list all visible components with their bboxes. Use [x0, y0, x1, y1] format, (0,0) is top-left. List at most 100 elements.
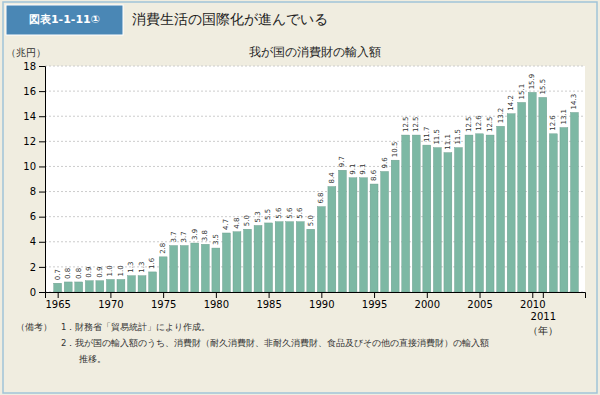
data-label: 1.3 — [127, 262, 135, 273]
bar — [296, 222, 304, 292]
tick-label: 10 — [23, 161, 36, 172]
tick-mark — [269, 292, 270, 298]
data-label: 3.7 — [170, 231, 178, 242]
bar — [360, 178, 368, 292]
tick-mark — [427, 292, 428, 298]
bar — [265, 223, 273, 292]
bar — [539, 97, 547, 292]
data-label: 9.1 — [349, 164, 357, 175]
bar — [85, 281, 93, 292]
data-label: 1.0 — [106, 265, 114, 276]
data-label: 0.9 — [96, 267, 104, 278]
tick-label: 2 — [30, 262, 36, 273]
tick-mark — [480, 292, 481, 298]
subtitle: 消費生活の国際化が進んでいる — [132, 11, 328, 27]
tick-mark — [39, 66, 45, 67]
bar — [497, 126, 505, 292]
bar — [402, 135, 410, 292]
tick-label: 18 — [23, 61, 36, 72]
tick: 2011 — [531, 292, 556, 322]
data-label: 14.3 — [570, 94, 578, 110]
x-axis-label: （年） — [528, 325, 558, 336]
data-label: 3.7 — [180, 231, 188, 242]
tick-mark — [39, 116, 45, 117]
y-axis-label: （兆円） — [6, 47, 46, 58]
tick-label: 2005 — [467, 299, 492, 310]
bar — [391, 160, 399, 292]
data-label: 12.5 — [486, 116, 494, 132]
data-label: 15.9 — [528, 74, 536, 90]
tick-label: 1975 — [151, 299, 176, 310]
data-label: 5.6 — [286, 207, 294, 219]
grid-line — [45, 66, 585, 67]
note: 2．我が国の輸入額のうち、消費財（耐久消費財、非耐久消費財、食品及びその他の直接… — [16, 338, 489, 348]
tick-mark — [216, 292, 217, 298]
data-label: 11.5 — [454, 129, 462, 145]
bar — [233, 232, 241, 292]
data-labels: 0.70.80.80.90.91.01.01.31.31.62.83.73.73… — [54, 74, 579, 280]
bar — [75, 282, 83, 292]
tick-label: 1970 — [98, 299, 123, 310]
tick-mark — [532, 292, 533, 298]
bar — [465, 135, 473, 292]
axis-line — [46, 293, 586, 299]
bar — [476, 134, 484, 292]
tick: 2 — [30, 262, 45, 273]
data-label: 9.7 — [338, 156, 346, 167]
bar — [201, 244, 209, 292]
tick: 1995 — [362, 292, 387, 310]
data-label: 9.6 — [381, 157, 389, 169]
data-label: 3.5 — [212, 234, 220, 245]
bar — [286, 222, 294, 292]
tick-mark — [39, 141, 45, 142]
outer-border — [3, 2, 597, 393]
tick: 1985 — [256, 292, 281, 310]
tick-mark — [39, 217, 45, 218]
data-label: 9.1 — [359, 164, 367, 175]
tick: 1980 — [204, 292, 229, 310]
bar — [454, 148, 462, 292]
tick-mark — [58, 292, 59, 298]
chart: 図表1-1-11①消費生活の国際化が進んでいる0.70.80.80.90.91.… — [0, 0, 600, 395]
bar — [518, 102, 526, 292]
data-label: 12.5 — [412, 116, 420, 132]
header-box — [6, 5, 123, 35]
plot-background — [45, 66, 585, 292]
tick: 1975 — [151, 292, 176, 310]
data-label: 1.0 — [117, 265, 125, 276]
x-axis: 1965197019751980198519901995200020052010… — [45, 292, 585, 322]
tick-label: 6 — [30, 211, 36, 222]
bar — [560, 128, 568, 292]
bar — [64, 282, 72, 292]
tick-mark — [39, 91, 45, 92]
tick-mark — [163, 292, 164, 298]
data-label: 12.6 — [475, 115, 483, 131]
bar — [338, 170, 346, 292]
tick-mark — [321, 292, 322, 298]
tick-label: 2010 — [520, 299, 545, 310]
bar — [412, 135, 420, 292]
data-label: 2.8 — [159, 243, 167, 254]
bar — [486, 135, 494, 292]
tick-mark — [39, 242, 45, 243]
data-label: 3.8 — [201, 230, 209, 241]
tick: 1970 — [98, 292, 123, 310]
bar — [349, 178, 357, 292]
tick: 14 — [23, 111, 45, 122]
data-label: 5.5 — [265, 209, 273, 220]
bar — [170, 246, 178, 292]
data-label: 5.6 — [275, 207, 283, 219]
data-label: 15.1 — [518, 84, 526, 100]
tick-mark — [374, 292, 375, 298]
bar — [191, 243, 199, 292]
bar — [317, 207, 325, 292]
bar — [106, 279, 114, 292]
bar — [138, 276, 146, 292]
background — [0, 0, 600, 395]
data-label: 0.7 — [54, 269, 62, 280]
tick-label: 1990 — [309, 299, 334, 310]
data-label: 11.7 — [423, 127, 431, 143]
bar — [549, 134, 557, 292]
data-label: 5.0 — [307, 215, 315, 226]
bar — [222, 233, 230, 292]
